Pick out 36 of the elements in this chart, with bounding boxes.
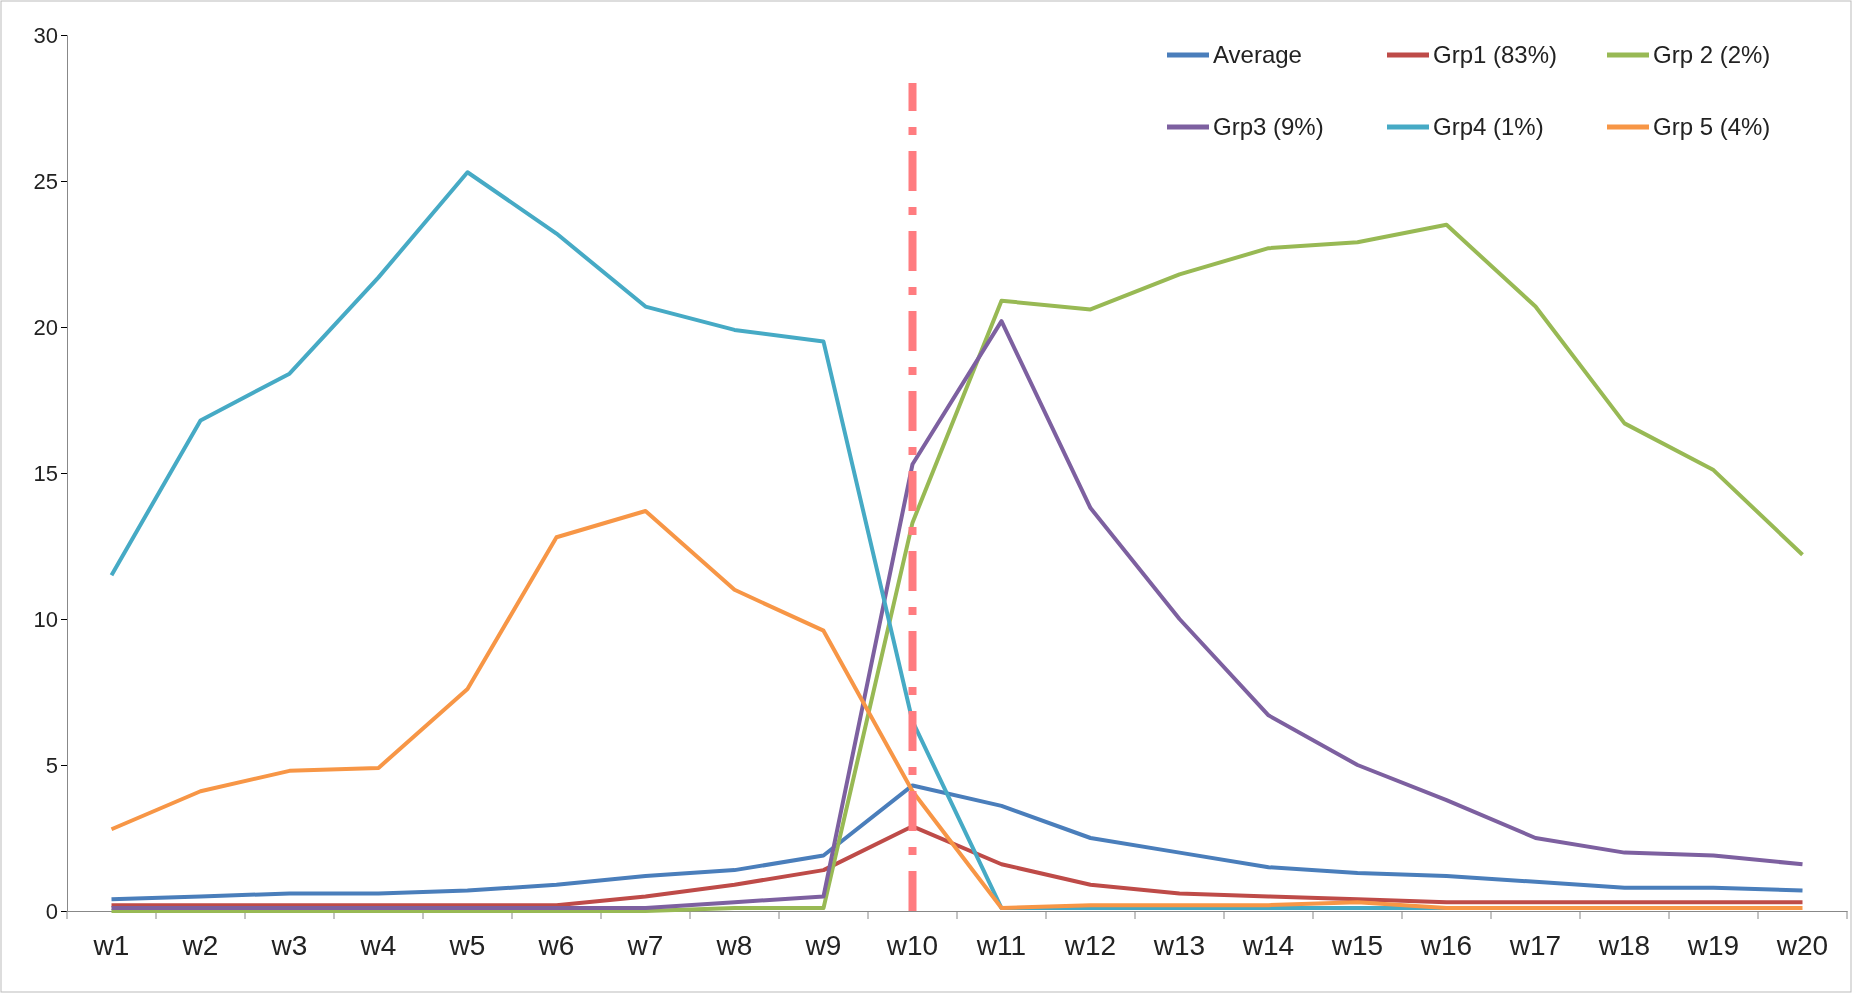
y-tick-label: 15 [33,460,58,486]
y-tick-label: 20 [33,314,58,340]
x-tick-label: w13 [1152,929,1206,961]
x-tick-label: w11 [975,929,1027,961]
x-tick-label: w19 [1686,929,1740,961]
legend-label: Grp1 (83%) [1433,41,1558,68]
y-tick-label: 30 [33,22,58,48]
x-tick-label: w6 [537,929,575,961]
x-tick-label: w10 [885,929,939,961]
x-tick-label: w5 [448,929,486,961]
line-series [109,824,1805,908]
y-tick-label: 5 [45,752,58,778]
legend-label: Grp 2 (2%) [1653,41,1771,68]
x-tick-label: w2 [181,929,219,961]
x-tick-label: w20 [1775,929,1829,961]
x-tick-label: w1 [92,929,130,961]
legend-label: Average [1213,41,1302,68]
x-tick-label: w17 [1508,929,1562,961]
line-series [109,508,1805,911]
x-tick-label: w7 [626,929,664,961]
x-tick-label: w9 [804,929,842,961]
legend-label: Grp 5 (4%) [1653,113,1771,140]
line-series [109,783,1805,902]
x-tick-label: w16 [1419,929,1473,961]
legend-label: Grp4 (1%) [1433,113,1544,140]
legend-label: Grp3 (9%) [1213,113,1324,140]
x-tick-label: w4 [359,929,397,961]
y-tick-label: 0 [45,898,58,924]
x-tick-label: w15 [1330,929,1384,961]
y-tick-label: 25 [33,168,58,194]
x-tick-label: w12 [1063,929,1117,961]
x-tick-label: w18 [1597,929,1651,961]
x-tick-label: w3 [270,929,308,961]
x-tick-label: w14 [1241,929,1295,961]
y-tick-label: 10 [33,606,58,632]
x-tick-label: w8 [715,929,753,961]
